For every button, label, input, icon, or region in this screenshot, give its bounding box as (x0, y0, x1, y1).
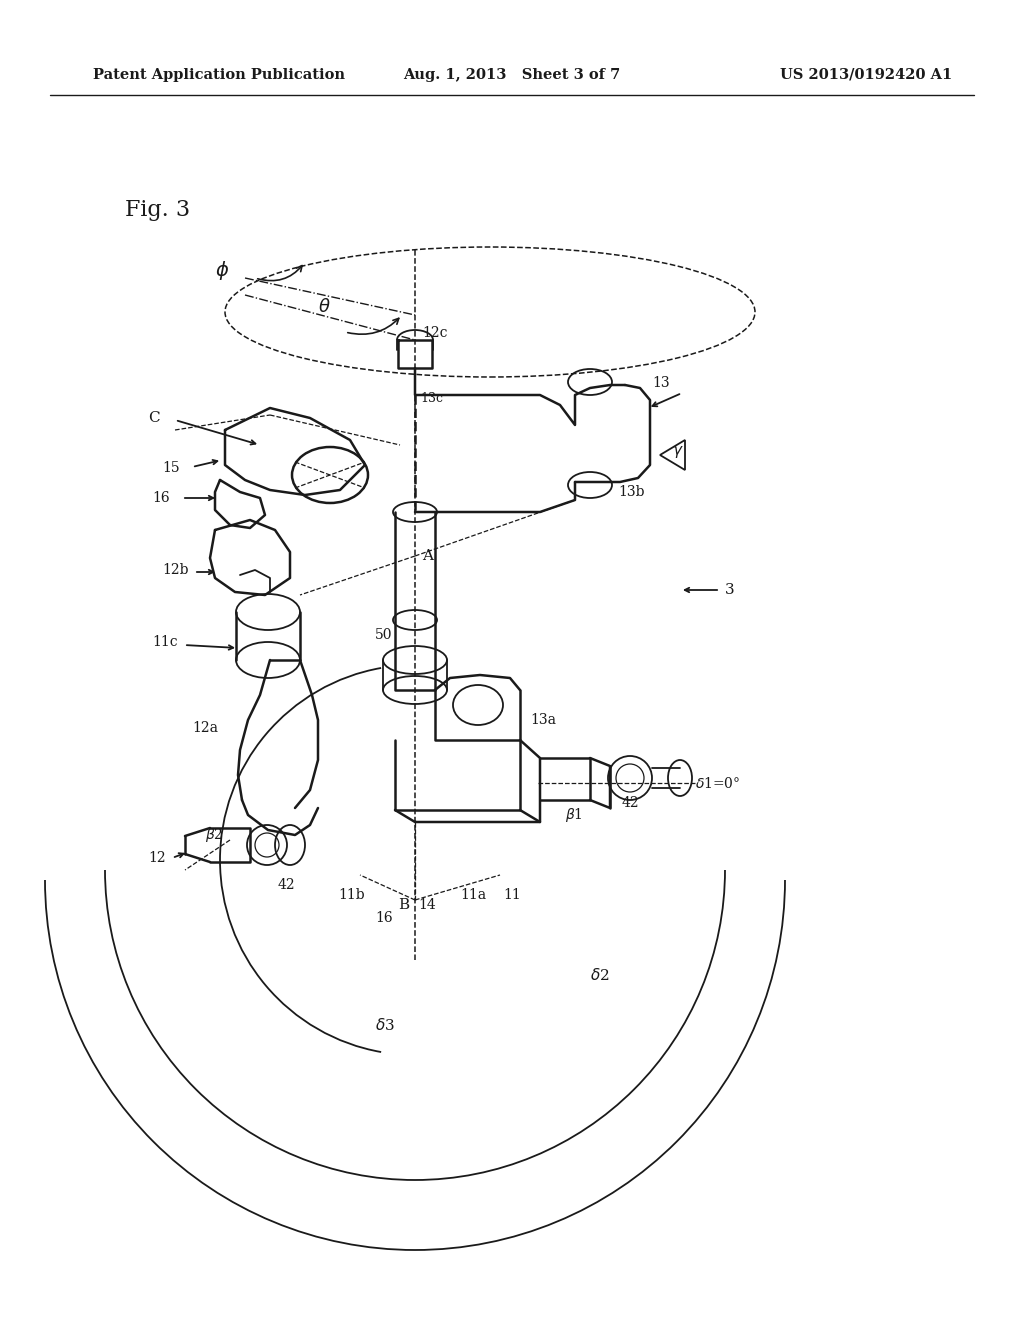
Text: $\delta$1=0°: $\delta$1=0° (695, 776, 740, 791)
Text: 13b: 13b (618, 484, 644, 499)
Text: $\beta$1: $\beta$1 (565, 807, 583, 824)
Text: 11: 11 (503, 888, 521, 902)
Text: 13c: 13c (420, 392, 443, 404)
Text: $\phi$: $\phi$ (215, 259, 229, 281)
Text: 42: 42 (278, 878, 296, 892)
Text: 12b: 12b (162, 564, 188, 577)
Text: 11b: 11b (338, 888, 365, 902)
Text: 12: 12 (148, 851, 166, 865)
Ellipse shape (292, 447, 368, 503)
Text: Aug. 1, 2013   Sheet 3 of 7: Aug. 1, 2013 Sheet 3 of 7 (403, 69, 621, 82)
Text: US 2013/0192420 A1: US 2013/0192420 A1 (780, 69, 952, 82)
Text: 3: 3 (725, 583, 734, 597)
Text: Fig. 3: Fig. 3 (125, 199, 190, 220)
Text: $\delta$3: $\delta$3 (375, 1016, 395, 1034)
Text: 50: 50 (375, 628, 392, 642)
Text: C: C (148, 411, 160, 425)
Text: 15: 15 (162, 461, 179, 475)
Text: $\beta$2: $\beta$2 (205, 826, 223, 843)
Text: 16: 16 (152, 491, 170, 506)
Text: B: B (398, 898, 410, 912)
Text: 12a: 12a (193, 721, 218, 735)
Text: 13a: 13a (530, 713, 556, 727)
Text: 11c: 11c (152, 635, 177, 649)
Text: 13: 13 (652, 376, 670, 389)
Text: $\theta$: $\theta$ (318, 298, 331, 315)
Text: 12c: 12c (422, 326, 447, 341)
Text: 11a: 11a (460, 888, 486, 902)
Text: 14: 14 (418, 898, 436, 912)
Text: A: A (422, 549, 433, 564)
Text: $\gamma$: $\gamma$ (672, 444, 684, 459)
Text: 16: 16 (375, 911, 392, 925)
Text: 42: 42 (622, 796, 640, 810)
Text: Patent Application Publication: Patent Application Publication (93, 69, 345, 82)
Text: $\delta$2: $\delta$2 (590, 968, 609, 983)
